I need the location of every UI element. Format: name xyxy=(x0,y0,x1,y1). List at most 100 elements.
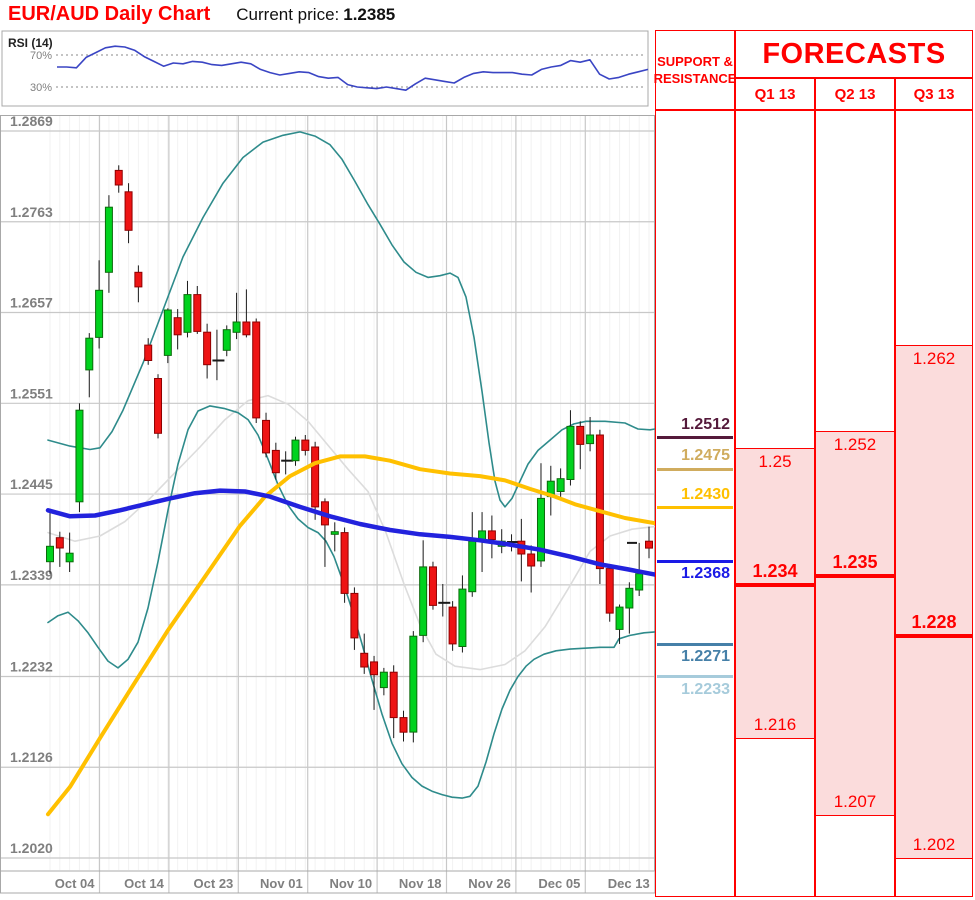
sma-yellow-line xyxy=(46,454,657,817)
candle-down xyxy=(301,439,310,451)
y-axis-label: 1.2232 xyxy=(10,658,53,674)
candle-up xyxy=(566,425,575,480)
candle-up xyxy=(419,566,428,636)
candle-down xyxy=(428,566,437,606)
forecast-range-Q3 13 xyxy=(895,345,973,859)
candle-up xyxy=(232,321,241,333)
sr-level-value: 1.2430 xyxy=(681,485,730,503)
y-axis-label: 1.2869 xyxy=(10,113,53,129)
forecasts-header: FORECASTS xyxy=(735,30,973,78)
candle-up xyxy=(635,573,644,591)
candle-down xyxy=(360,652,369,668)
candle-up xyxy=(291,439,300,462)
candle-up xyxy=(183,294,192,333)
x-axis-label: Oct 14 xyxy=(124,876,165,891)
sr-level-value: 1.2368 xyxy=(681,565,730,582)
candle-down xyxy=(605,568,614,614)
candle-down xyxy=(144,344,153,362)
forecast-central-value: 1.234 xyxy=(752,560,798,581)
candle-down xyxy=(134,271,143,288)
doji-dash xyxy=(438,601,451,604)
candle-down xyxy=(487,530,496,541)
forecast-central-value: 1.228 xyxy=(911,612,957,633)
y-axis-label: 1.2763 xyxy=(10,204,53,220)
sr-level-line-1.2430 xyxy=(657,506,733,510)
x-axis-label: Oct 04 xyxy=(55,876,96,891)
support-resistance-column: 1.2512 1.2475 1.2430 1.2368 1.2271 1.2233 xyxy=(655,110,735,897)
candle-down xyxy=(203,331,212,366)
candle-down xyxy=(340,532,349,594)
candle-down xyxy=(262,419,271,454)
sr-level-value: 1.2271 xyxy=(681,648,730,666)
y-axis-label: 1.2126 xyxy=(10,749,53,765)
q3-label: Q3 13 xyxy=(913,85,955,103)
y-axis-label: 1.2445 xyxy=(10,476,53,492)
candle-down xyxy=(154,378,163,434)
forecast-high-value: 1.25 xyxy=(758,451,792,471)
sr-level-line-1.2233 xyxy=(657,675,733,679)
rsi-panel-frame xyxy=(1,30,649,107)
forecast-low-value: 1.202 xyxy=(912,835,956,854)
candle-up xyxy=(95,289,104,338)
candle-down xyxy=(350,592,359,639)
x-axis-label: Nov 18 xyxy=(399,876,442,891)
forecast-column-q3: 1.262 1.228 1.202 xyxy=(895,110,973,897)
candle-down xyxy=(527,553,536,567)
sr-level-value: 1.2233 xyxy=(681,680,730,698)
forecast-low-value: 1.216 xyxy=(753,715,797,735)
candle-up xyxy=(75,409,84,503)
candle-down xyxy=(595,434,604,570)
x-axis-label: Nov 01 xyxy=(260,876,303,891)
sr-level-value: 1.2512 xyxy=(681,415,730,433)
support-resistance-header-line1: SUPPORT & xyxy=(657,54,733,69)
candle-up xyxy=(104,206,113,273)
candle-up xyxy=(536,497,545,562)
sma-blue-line xyxy=(45,488,658,577)
current-price-value: 1.2385 xyxy=(343,5,396,24)
forecast-range-Q2 13 xyxy=(815,430,895,817)
candle-up xyxy=(222,329,231,351)
chart-frame xyxy=(0,115,655,872)
forecasts-header-label: FORECASTS xyxy=(762,37,946,70)
sr-level-line-1.2512 xyxy=(657,436,733,440)
candle-down xyxy=(389,671,398,719)
candle-up xyxy=(163,309,172,356)
candle-down xyxy=(124,191,133,231)
x-axis-label: Oct 23 xyxy=(194,876,234,891)
forecast-high-value: 1.252 xyxy=(833,434,877,454)
rsi-line xyxy=(57,45,649,91)
candle-down xyxy=(576,425,585,445)
y-axis-label: 1.2020 xyxy=(10,840,53,856)
forecast-column-header-q1: Q1 13 xyxy=(735,78,815,110)
candle-down xyxy=(55,537,64,549)
candle-up xyxy=(330,531,339,535)
candle-down xyxy=(311,446,320,508)
x-axis-label: Dec 13 xyxy=(608,876,650,891)
current-price-label: Current price: xyxy=(236,5,340,24)
candle-up xyxy=(379,671,388,689)
rsi-threshold-label: 30% xyxy=(30,82,52,94)
candle-down xyxy=(252,321,261,419)
sr-level-value: 1.2475 xyxy=(681,447,730,465)
rsi-threshold-label: 70% xyxy=(30,50,52,62)
x-axis-label: Nov 10 xyxy=(329,876,372,891)
doji-dash xyxy=(212,359,225,362)
candle-up xyxy=(586,434,595,445)
bollinger-upper-band xyxy=(47,131,656,508)
candle-up xyxy=(458,588,467,647)
support-resistance-header-line2: RESISTANCE xyxy=(653,71,737,86)
candle-up xyxy=(65,552,74,563)
forecast-column-header-q3: Q3 13 xyxy=(895,78,973,110)
y-axis-label: 1.2657 xyxy=(10,295,53,311)
forecast-column-q1: 1.25 1.234 1.216 xyxy=(735,110,815,897)
y-axis-label: 1.2339 xyxy=(10,567,53,583)
sr-level-line-1.2475 xyxy=(657,467,733,471)
candle-down xyxy=(271,449,280,474)
candle-down xyxy=(448,606,457,645)
q2-label: Q2 13 xyxy=(834,85,876,103)
y-axis-label: 1.2551 xyxy=(10,385,53,401)
sr-level-line-1.2368 xyxy=(657,559,733,563)
forecast-central-line-Q1 13 xyxy=(735,582,815,587)
